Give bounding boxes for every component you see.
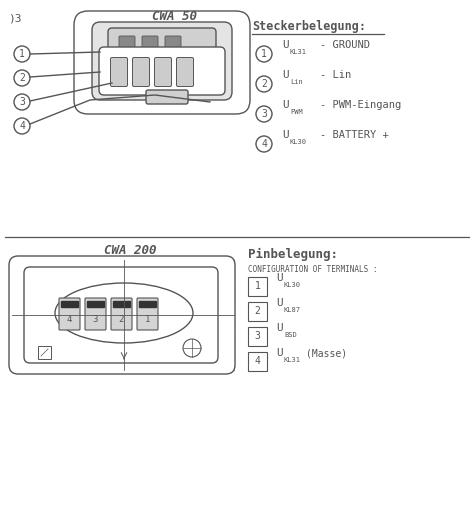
Text: KL30: KL30	[290, 139, 307, 145]
Text: U: U	[282, 100, 289, 110]
Text: KL87: KL87	[284, 307, 301, 313]
FancyBboxPatch shape	[110, 58, 128, 86]
Text: Lin: Lin	[290, 79, 303, 85]
Text: CWA 200: CWA 200	[104, 244, 156, 257]
Bar	[248, 302, 267, 321]
FancyBboxPatch shape	[176, 58, 193, 86]
Text: U: U	[276, 348, 283, 358]
Bar	[113, 301, 130, 307]
Text: 3: 3	[19, 97, 25, 107]
FancyBboxPatch shape	[24, 267, 218, 363]
FancyBboxPatch shape	[165, 36, 181, 48]
Bar	[61, 301, 78, 307]
Text: U: U	[276, 298, 283, 308]
Text: - Lin: - Lin	[320, 70, 351, 80]
FancyBboxPatch shape	[146, 90, 188, 104]
Text: - BATTERY +: - BATTERY +	[320, 130, 389, 140]
Text: 4: 4	[67, 316, 72, 324]
Text: CWA 50: CWA 50	[153, 10, 198, 23]
Text: 2: 2	[119, 316, 124, 324]
Text: 3: 3	[255, 331, 260, 341]
Text: Pinbelegung:: Pinbelegung:	[248, 248, 338, 261]
Text: PWM: PWM	[290, 109, 303, 115]
FancyBboxPatch shape	[133, 58, 149, 86]
Text: KL30: KL30	[284, 282, 301, 288]
FancyBboxPatch shape	[59, 298, 80, 330]
Bar	[248, 352, 267, 371]
Text: U: U	[282, 70, 289, 80]
Text: - GROUND: - GROUND	[320, 40, 370, 50]
FancyBboxPatch shape	[9, 256, 235, 374]
Text: 4: 4	[255, 356, 260, 366]
FancyBboxPatch shape	[137, 298, 158, 330]
FancyBboxPatch shape	[85, 298, 106, 330]
FancyBboxPatch shape	[111, 298, 132, 330]
Text: 2: 2	[261, 79, 267, 89]
Bar	[87, 301, 104, 307]
Text: 1: 1	[145, 316, 150, 324]
Text: KL31: KL31	[284, 357, 301, 363]
Text: 4: 4	[261, 139, 267, 149]
Text: 3: 3	[261, 109, 267, 119]
FancyBboxPatch shape	[74, 11, 250, 114]
FancyBboxPatch shape	[119, 36, 135, 48]
Text: U: U	[276, 273, 283, 283]
Text: U: U	[276, 323, 283, 333]
Text: 2: 2	[255, 306, 260, 316]
Text: BSD: BSD	[284, 332, 297, 338]
Bar	[139, 301, 156, 307]
Bar	[248, 327, 267, 346]
FancyBboxPatch shape	[155, 58, 172, 86]
Text: 1: 1	[255, 281, 260, 291]
Bar	[38, 346, 51, 359]
Text: 3: 3	[93, 316, 98, 324]
FancyBboxPatch shape	[92, 22, 232, 100]
Text: Steckerbelegung:: Steckerbelegung:	[252, 20, 366, 33]
Text: CONFIGURATION OF TERMINALS :: CONFIGURATION OF TERMINALS :	[248, 265, 377, 274]
Text: U: U	[282, 40, 289, 50]
Bar	[12, 260, 234, 370]
Text: KL31: KL31	[290, 49, 307, 55]
Text: - PWM-Eingang: - PWM-Eingang	[320, 100, 401, 110]
Text: (Masse): (Masse)	[306, 348, 347, 358]
Text: 1: 1	[261, 49, 267, 59]
Ellipse shape	[55, 283, 193, 343]
Bar	[248, 277, 267, 296]
FancyBboxPatch shape	[108, 28, 216, 54]
FancyBboxPatch shape	[99, 47, 225, 95]
Text: )3: )3	[8, 13, 21, 23]
Text: U: U	[282, 130, 289, 140]
FancyBboxPatch shape	[142, 36, 158, 48]
Text: 4: 4	[19, 121, 25, 131]
Text: 1: 1	[19, 49, 25, 59]
Text: 2: 2	[19, 73, 25, 83]
